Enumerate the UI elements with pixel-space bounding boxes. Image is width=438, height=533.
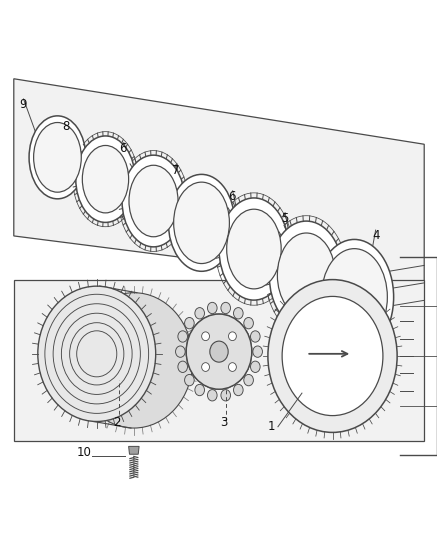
Text: 3: 3: [220, 416, 227, 429]
Ellipse shape: [122, 155, 185, 247]
Ellipse shape: [76, 136, 135, 222]
Ellipse shape: [268, 280, 397, 432]
Text: 1: 1: [268, 420, 275, 433]
Ellipse shape: [282, 296, 383, 416]
Ellipse shape: [29, 116, 86, 199]
Ellipse shape: [219, 198, 289, 300]
Ellipse shape: [184, 318, 194, 329]
Ellipse shape: [221, 390, 230, 401]
Ellipse shape: [244, 318, 254, 329]
Ellipse shape: [173, 182, 230, 263]
Ellipse shape: [82, 146, 129, 213]
Ellipse shape: [244, 375, 254, 386]
Ellipse shape: [168, 174, 235, 271]
Ellipse shape: [201, 332, 209, 341]
Text: 9: 9: [19, 99, 26, 111]
Ellipse shape: [208, 390, 217, 401]
Text: 6: 6: [119, 142, 127, 155]
Ellipse shape: [269, 221, 343, 329]
Ellipse shape: [186, 314, 252, 389]
Ellipse shape: [253, 346, 262, 357]
Ellipse shape: [178, 331, 187, 342]
Polygon shape: [14, 79, 424, 288]
Ellipse shape: [315, 239, 394, 354]
Ellipse shape: [227, 209, 281, 289]
Polygon shape: [14, 280, 424, 441]
Ellipse shape: [129, 165, 178, 237]
Text: 2: 2: [113, 416, 120, 429]
Ellipse shape: [178, 361, 187, 373]
Ellipse shape: [233, 308, 243, 319]
Ellipse shape: [201, 362, 209, 372]
Ellipse shape: [208, 302, 217, 314]
Ellipse shape: [184, 375, 194, 386]
Text: 10: 10: [76, 447, 91, 459]
Ellipse shape: [34, 123, 81, 192]
Text: 8: 8: [63, 120, 70, 133]
Text: 4: 4: [372, 229, 380, 243]
Polygon shape: [129, 446, 139, 454]
Ellipse shape: [38, 286, 155, 422]
Ellipse shape: [251, 331, 260, 342]
Ellipse shape: [195, 384, 205, 395]
Ellipse shape: [251, 361, 260, 373]
Text: 6: 6: [228, 190, 236, 203]
Text: 5: 5: [281, 212, 288, 225]
Ellipse shape: [195, 308, 205, 319]
Text: 7: 7: [172, 164, 179, 177]
Ellipse shape: [210, 341, 228, 362]
Ellipse shape: [221, 302, 230, 314]
Ellipse shape: [321, 249, 387, 345]
Ellipse shape: [75, 293, 193, 428]
Ellipse shape: [229, 332, 237, 341]
Ellipse shape: [186, 314, 252, 389]
Ellipse shape: [233, 384, 243, 395]
Ellipse shape: [176, 346, 185, 357]
Ellipse shape: [229, 362, 237, 372]
Ellipse shape: [277, 233, 335, 318]
